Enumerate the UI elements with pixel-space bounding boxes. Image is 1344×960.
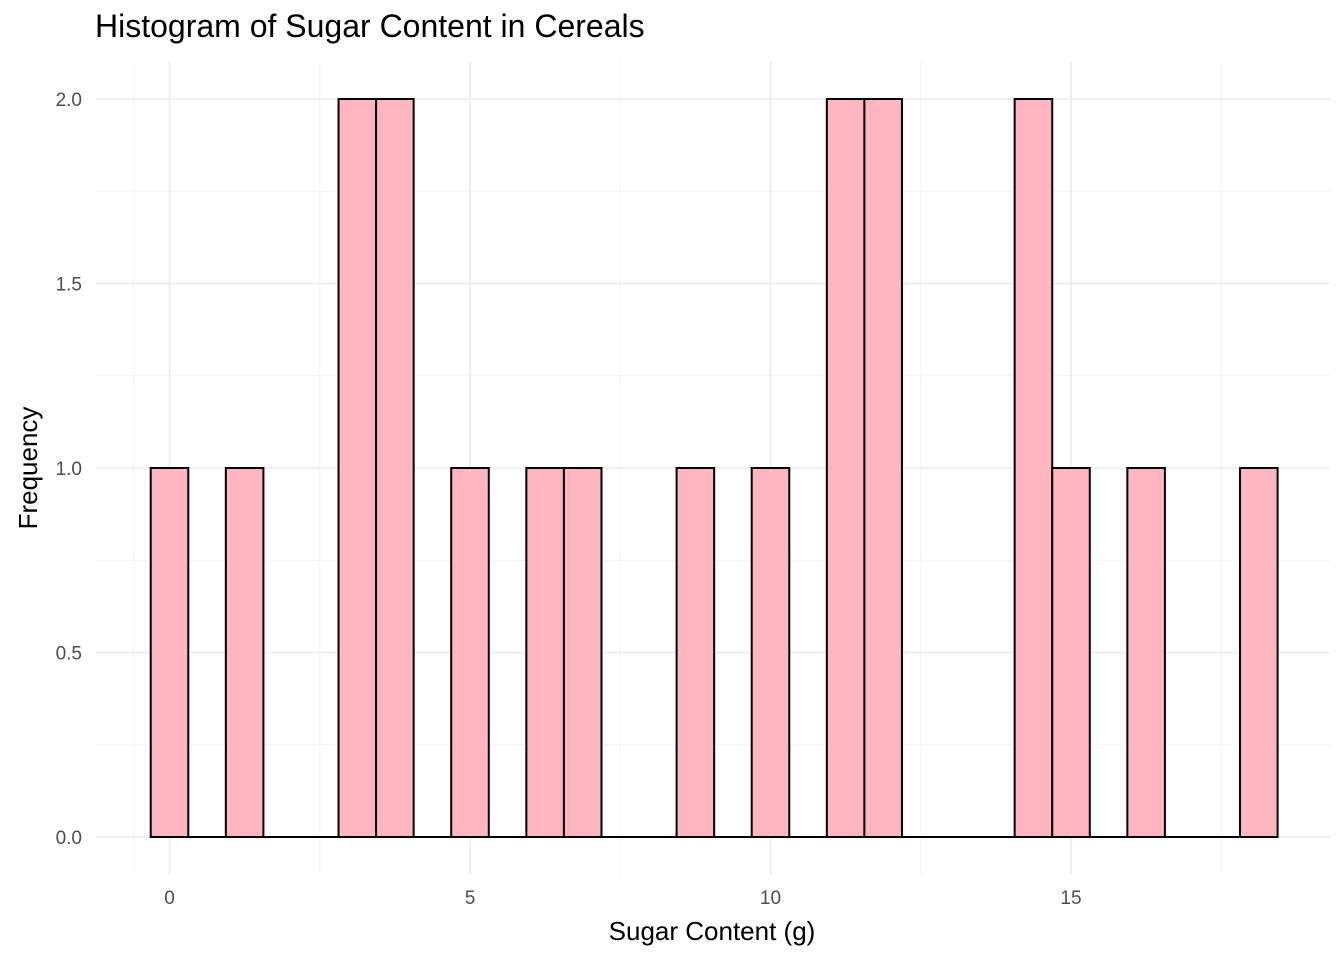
histogram-bar xyxy=(863,98,903,838)
histogram-bar xyxy=(1013,98,1054,838)
histogram-bar xyxy=(825,98,866,838)
histogram-bar xyxy=(1051,467,1091,838)
x-tick-label: 5 xyxy=(465,888,476,909)
histogram-bar xyxy=(337,98,378,838)
x-tick-label: 15 xyxy=(1060,888,1081,909)
x-tick-label: 0 xyxy=(164,888,175,909)
histogram-bar xyxy=(224,467,265,838)
histogram-bar xyxy=(675,467,716,838)
histogram-bar xyxy=(375,98,415,838)
histogram-bar xyxy=(450,467,490,838)
y-tick-label: 1.0 xyxy=(56,459,82,480)
y-tick-label: 0.5 xyxy=(56,644,82,665)
x-axis-title: Sugar Content (g) xyxy=(609,916,816,946)
x-axis-ticks: 0 5 10 15 xyxy=(164,888,1081,909)
histogram-bar xyxy=(149,467,190,838)
y-tick-label: 0.0 xyxy=(56,828,82,849)
y-axis-ticks: 0.0 0.5 1.0 1.5 2.0 xyxy=(56,90,82,849)
histogram-bar xyxy=(1239,467,1279,838)
y-tick-label: 2.0 xyxy=(56,90,82,111)
histogram-bar xyxy=(1126,467,1166,838)
x-tick-label: 10 xyxy=(760,888,781,909)
histogram-bars xyxy=(149,98,1279,838)
histogram-bar xyxy=(562,467,603,838)
histogram-bar xyxy=(750,467,791,838)
histogram-bar xyxy=(525,467,565,838)
y-axis-title: Frequency xyxy=(13,407,43,530)
y-tick-label: 1.5 xyxy=(56,275,82,296)
chart-title: Histogram of Sugar Content in Cereals xyxy=(95,8,645,44)
